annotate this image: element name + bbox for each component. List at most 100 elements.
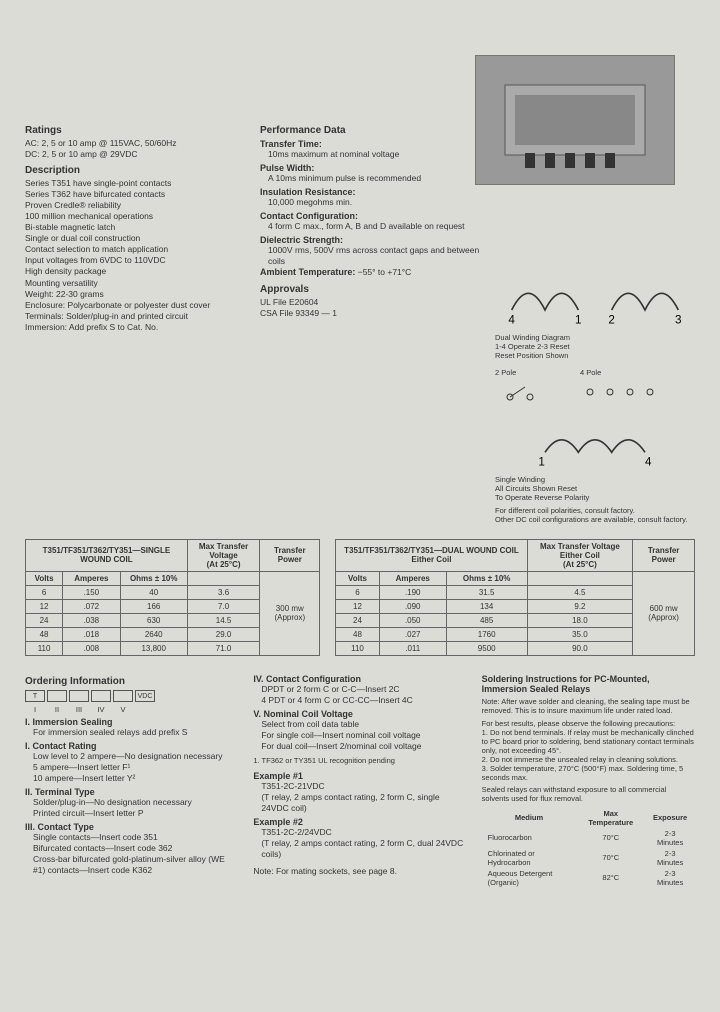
ordering-title: Ordering Information xyxy=(25,676,238,687)
col-header: Transfer Power xyxy=(260,539,320,571)
diagram-label: Dual Winding Diagram xyxy=(495,333,695,342)
desc-line: Mounting versatility xyxy=(25,278,245,289)
ord-section: V. Nominal Coil Voltage xyxy=(253,709,466,719)
box: VDC xyxy=(135,690,155,702)
col-header: Max Temperature xyxy=(576,808,645,828)
ord-line: Solder/plug-in—No designation necessary xyxy=(33,797,238,808)
soldering-table: MediumMax TemperatureExposure Fluorocarb… xyxy=(482,808,695,888)
desc-line: Bi-stable magnetic latch xyxy=(25,222,245,233)
ord-line: For single coil—Insert nominal coil volt… xyxy=(261,730,466,741)
pole2-diagram xyxy=(495,377,575,417)
ord-line: Select from coil data table xyxy=(261,719,466,730)
dual-winding-diagram: 4 1 2 3 xyxy=(495,260,695,327)
diagram-label: 1-4 Operate 2-3 Reset xyxy=(495,342,695,351)
perf-val: 4 form C max., form A, B and D available… xyxy=(268,221,480,232)
ord-line: Single contacts—Insert code 351 xyxy=(33,832,238,843)
roman-labels: I II III IV V xyxy=(25,705,238,714)
box xyxy=(113,690,133,702)
svg-text:2: 2 xyxy=(608,313,614,326)
perf-sub: Insulation Resistance: xyxy=(260,187,480,197)
ordering-col1: Ordering Information T VDC I II III IV V… xyxy=(25,671,238,888)
ord-section: III. Contact Type xyxy=(25,822,238,832)
svg-text:3: 3 xyxy=(675,313,681,326)
box: T xyxy=(25,690,45,702)
example-line: T351-2C-2/24VDC xyxy=(261,827,466,838)
soldering-precaution: Sealed relays can withstand exposure to … xyxy=(482,785,695,803)
table-title: T351/TF351/T362/TY351—DUAL WOUND COIL Ei… xyxy=(336,539,527,571)
diagram-label: To Operate Reverse Polarity xyxy=(495,493,695,502)
ord-line: 4 PDT or 4 form C or CC-CC—Insert 4C xyxy=(261,695,466,706)
diagram-note: For different coil polarities, consult f… xyxy=(495,506,695,515)
desc-line: Immersion: Add prefix S to Cat. No. xyxy=(25,322,245,333)
perf-sub: Ambient Temperature: xyxy=(260,267,355,277)
soldering-title: Soldering Instructions for PC-Mounted, I… xyxy=(482,674,695,694)
desc-line: Weight: 22-30 grams xyxy=(25,289,245,300)
desc-title: Description xyxy=(25,165,245,176)
col-header: Transfer Power xyxy=(633,539,695,571)
ord-line: 10 ampere—Insert letter Y² xyxy=(33,773,238,784)
table-row: Aqueous Detergent (Organic)82°C2-3 Minut… xyxy=(482,868,695,888)
soldering-col: Soldering Instructions for PC-Mounted, I… xyxy=(482,671,695,888)
table-row: Fluorocarbon70°C2-3 Minutes xyxy=(482,828,695,848)
col-header: Ohms ± 10% xyxy=(120,571,187,585)
perf-sub: Contact Configuration: xyxy=(260,211,480,221)
power-cell: 600 mw (Approx) xyxy=(633,571,695,655)
desc-line: Terminals: Solder/plug-in and printed ci… xyxy=(25,311,245,322)
ord-line: For dual coil—Insert 2/nominal coil volt… xyxy=(261,741,466,752)
soldering-precaution: 2. Do not immerse the unsealed relay in … xyxy=(482,755,695,764)
power-cell: 300 mw (Approx) xyxy=(260,571,320,655)
ord-section: IV. Contact Configuration xyxy=(253,674,466,684)
desc-line: 100 million mechanical operations xyxy=(25,211,245,222)
single-winding-diagram: 14 xyxy=(495,419,695,469)
diagram-label: 2 Pole xyxy=(495,368,575,377)
desc-line: Series T362 have bifurcated contacts xyxy=(25,189,245,200)
soldering-lead: For best results, please observe the fol… xyxy=(482,719,695,728)
col-header: Ohms ± 10% xyxy=(446,571,527,585)
perf-val: 10ms maximum at nominal voltage xyxy=(268,149,480,160)
socket-note: Note: For mating sockets, see page 8. xyxy=(253,866,466,877)
ord-line: Bifurcated contacts—Insert code 362 xyxy=(33,843,238,854)
ord-section: I. Immersion Sealing xyxy=(25,717,238,727)
soldering-precaution: 3. Solder temperature, 270°C (500°F) max… xyxy=(482,764,695,782)
ord-line: DPDT or 2 form C or C-C—Insert 2C xyxy=(261,684,466,695)
ord-section: II. Terminal Type xyxy=(25,787,238,797)
example-line: T351-2C-21VDC xyxy=(261,781,466,792)
col-header: Volts xyxy=(26,571,63,585)
table-row: Chlorinated or Hydrocarbon70°C2-3 Minute… xyxy=(482,848,695,868)
single-coil-table: T351/TF351/T362/TY351—SINGLE WOUND COIL … xyxy=(25,539,320,656)
ordering-boxes: T VDC xyxy=(25,690,238,702)
svg-text:4: 4 xyxy=(508,313,515,326)
desc-line: Enclosure: Polycarbonate or polyester du… xyxy=(25,300,245,311)
box xyxy=(47,690,67,702)
perf-title: Performance Data xyxy=(260,125,480,136)
diagram-note: Other DC coil configurations are availab… xyxy=(495,515,695,524)
perf-val: 1000V rms, 500V rms across contact gaps … xyxy=(268,245,480,267)
example-line: (T relay, 2 amps contact rating, 2 form … xyxy=(261,838,466,860)
product-photo xyxy=(475,55,675,185)
ord-line: Cross-bar bifurcated gold-platinum-silve… xyxy=(33,854,238,876)
col-header: Volts xyxy=(336,571,379,585)
desc-line: Single or dual coil construction xyxy=(25,233,245,244)
performance-col: Performance Data Transfer Time: 10ms max… xyxy=(260,120,480,524)
box xyxy=(69,690,89,702)
ratings-title: Ratings xyxy=(25,125,245,136)
col-header: Max Transfer Voltage xyxy=(199,542,248,560)
perf-sub: Pulse Width: xyxy=(260,163,480,173)
example-header: Example #2 xyxy=(253,817,466,827)
col-header: Exposure xyxy=(645,808,695,828)
svg-text:1: 1 xyxy=(575,313,581,326)
soldering-precaution: 1. Do not bend terminals. If relay must … xyxy=(482,728,695,755)
ord-footnote: 1. TF362 or TY351 UL recognition pending xyxy=(253,756,466,765)
ord-line: For immersion sealed relays add prefix S xyxy=(33,727,238,738)
svg-text:1: 1 xyxy=(538,455,544,468)
diagram-label: Reset Position Shown xyxy=(495,351,695,360)
ord-line: 5 ampere—Insert letter F¹ xyxy=(33,762,238,773)
ord-line: Printed circuit—Insert letter P xyxy=(33,808,238,819)
diagram-label: 4 Pole xyxy=(580,368,660,377)
table-title: T351/TF351/T362/TY351—SINGLE WOUND COIL xyxy=(26,539,188,571)
perf-sub: Transfer Time: xyxy=(260,139,480,149)
dual-coil-table: T351/TF351/T362/TY351—DUAL WOUND COIL Ei… xyxy=(335,539,695,656)
example-header: Example #1 xyxy=(253,771,466,781)
box xyxy=(91,690,111,702)
desc-line: Contact selection to match application xyxy=(25,244,245,255)
